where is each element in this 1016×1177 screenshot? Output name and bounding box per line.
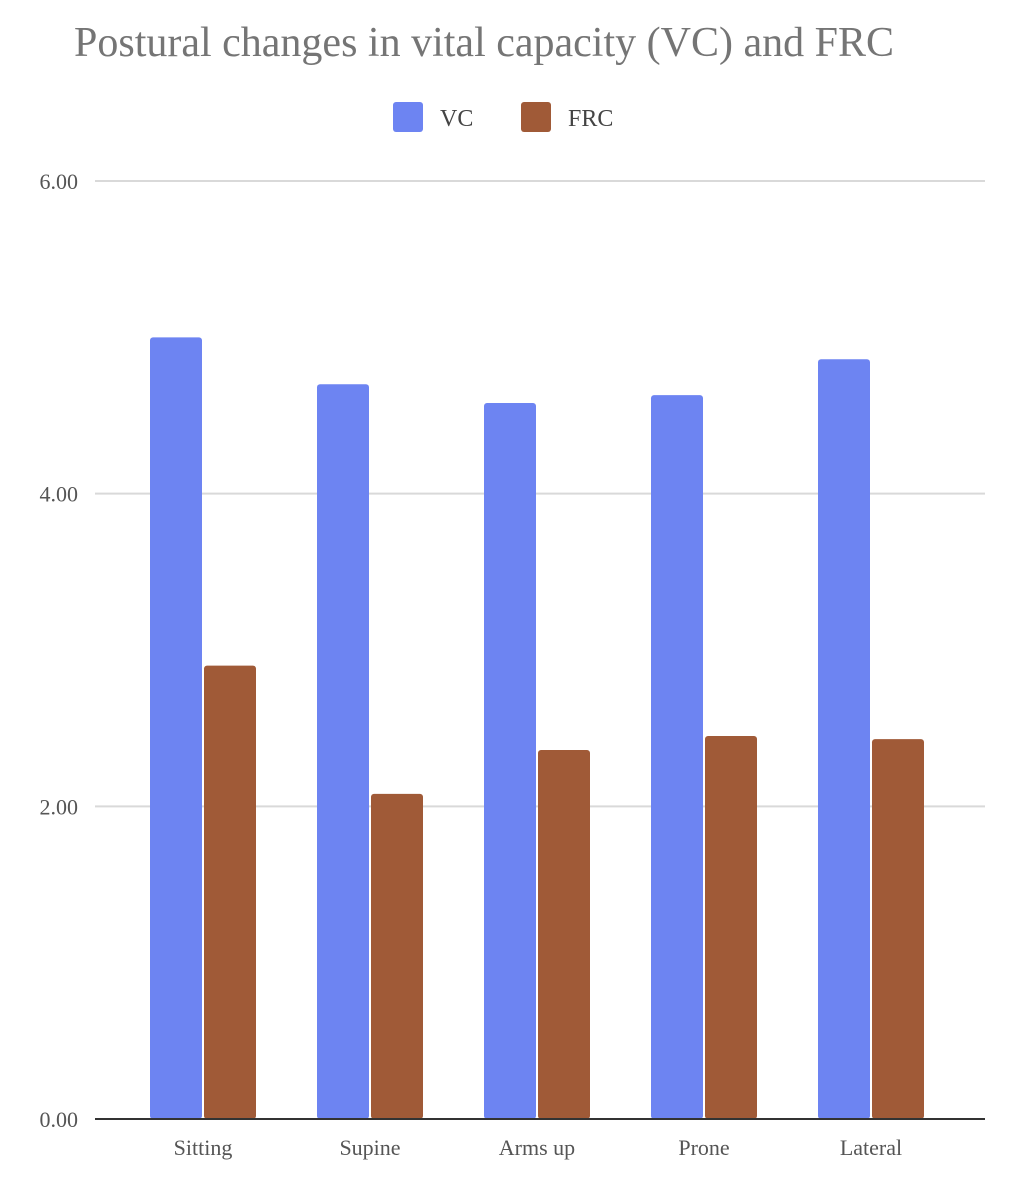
bars [95,337,985,1120]
bar-frc-prone [705,735,757,1119]
legend-swatch-frc [521,102,551,132]
legend: VC FRC [393,102,613,132]
bar-vc-supine [317,384,369,1119]
x-tick-label: Prone [678,1135,729,1160]
bar-vc-lateral [818,359,870,1120]
chart-title: Postural changes in vital capacity (VC) … [74,20,894,66]
x-tick-label: Supine [339,1135,400,1160]
bar-vc-arms-up [484,402,536,1119]
x-axis: Sitting Supine Arms up Prone Lateral [174,1135,902,1160]
x-tick-label: Sitting [174,1135,233,1160]
legend-swatch-vc [393,102,423,132]
bar-frc-arms-up [538,750,590,1119]
legend-label-frc: FRC [568,106,613,132]
bar-frc-lateral [872,739,924,1119]
y-axis: 0.00 2.00 4.00 6.00 [40,169,79,1132]
bar-frc-sitting [204,665,256,1119]
bar-vc-prone [651,395,703,1120]
x-tick-label: Lateral [840,1135,902,1160]
y-tick-label: 2.00 [40,794,79,819]
x-tick-label: Arms up [499,1135,575,1160]
bar-frc-supine [371,793,423,1119]
legend-label-vc: VC [440,106,473,132]
y-tick-label: 4.00 [40,482,79,507]
y-tick-label: 0.00 [40,1107,79,1132]
bar-vc-sitting [150,337,202,1119]
y-tick-label: 6.00 [40,169,79,194]
